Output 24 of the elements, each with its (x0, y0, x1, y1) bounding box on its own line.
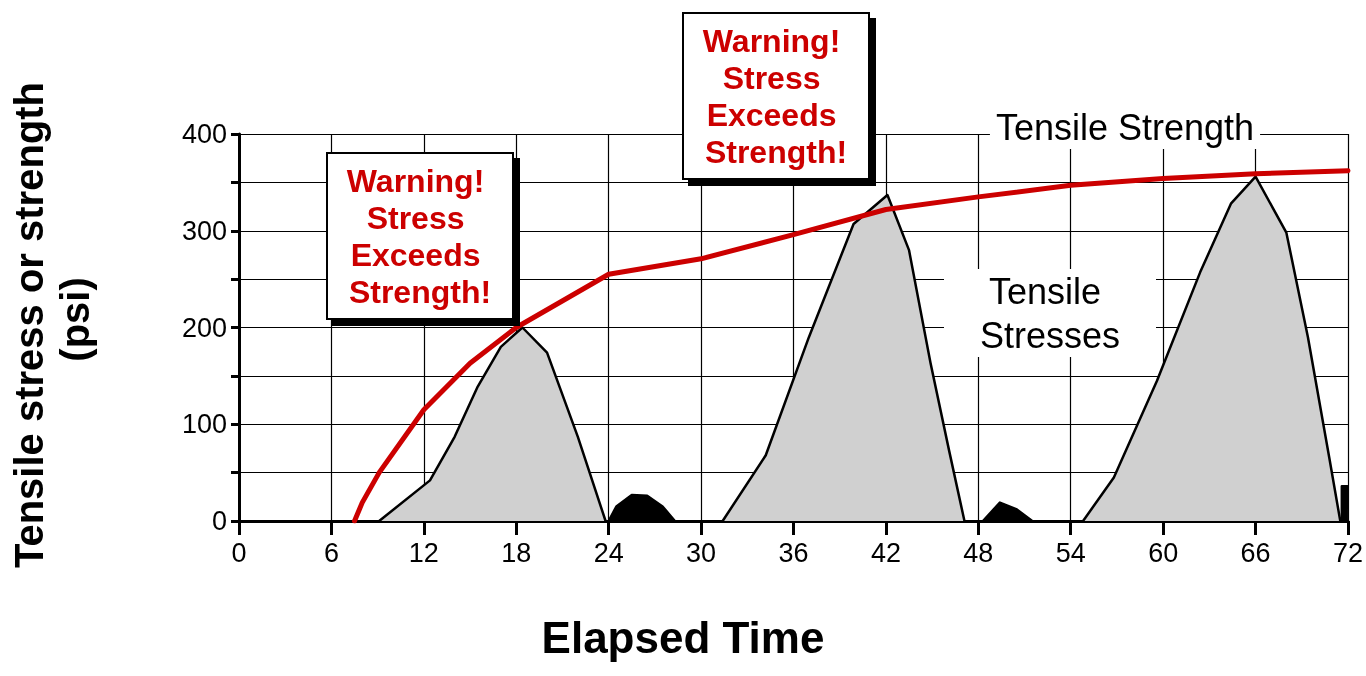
annotation: Tensile Strength (995, 106, 1255, 148)
annotation: Warning! Stress Exceeds Strength! (346, 162, 494, 310)
y-axis-title: Tensile stress or strength (psi) (7, 81, 97, 569)
y-tick-label: 100 (181, 409, 227, 440)
y-tick-label: 200 (181, 312, 227, 343)
x-tick-label: 24 (593, 537, 624, 568)
x-tick-label: 36 (778, 537, 809, 568)
annotation: Warning! Stress Exceeds Strength! (702, 22, 850, 170)
y-tick-label: 0 (211, 506, 227, 536)
x-tick-label: 6 (323, 537, 339, 568)
x-tick-label: 48 (963, 537, 994, 568)
x-tick-label: 60 (1148, 537, 1179, 568)
x-tick-label: 18 (501, 537, 532, 568)
x-tick-label: 12 (408, 537, 439, 568)
x-tick-label: 72 (1332, 537, 1364, 568)
x-tick-label: 0 (231, 537, 247, 568)
x-tick-label: 30 (686, 537, 717, 568)
x-tick-label: 42 (870, 537, 901, 568)
x-tick-label: 66 (1240, 537, 1271, 568)
y-tick-label: 400 (181, 119, 227, 149)
annotation: Tensile Stresses (979, 270, 1121, 356)
x-tick-label: 54 (1055, 537, 1086, 568)
x-axis-title: Elapsed Time (541, 612, 825, 662)
y-tick-label: 300 (181, 215, 227, 246)
